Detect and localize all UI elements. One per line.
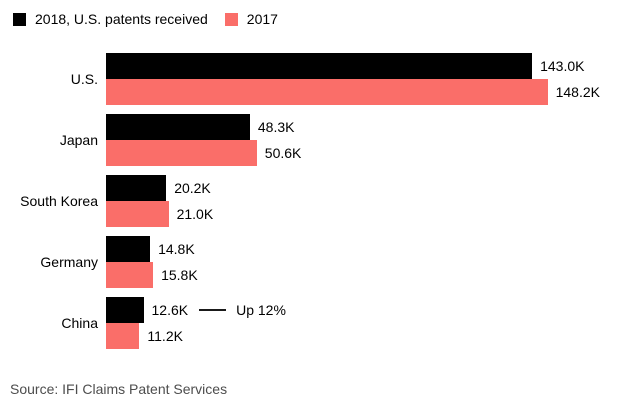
category-label: U.S. (70, 70, 98, 87)
bar-pair: 12.6K Up 12% 11.2K (106, 297, 641, 349)
annotation-text: Up 12% (236, 302, 286, 318)
chart-legend: 2018, U.S. patents received 2017 (13, 12, 278, 26)
bar-row-2018: 20.2K (106, 175, 641, 201)
legend-swatch-2017 (224, 12, 238, 26)
bar-row-2018: 12.6K Up 12% (106, 297, 641, 323)
bar-2018 (106, 53, 533, 79)
bar-pair: 14.8K 15.8K (106, 236, 641, 288)
bar-group-china: China 12.6K Up 12% 11.2K (0, 297, 641, 349)
value-label: 12.6K (151, 302, 189, 318)
bar-group-u-s-: U.S. 143.0K 148.2K (0, 53, 641, 105)
legend-label-2017: 2017 (246, 11, 278, 27)
bar-2018 (106, 297, 144, 323)
bar-2017 (106, 140, 257, 166)
value-label: 21.0K (176, 206, 214, 222)
bar-row-2017: 15.8K (106, 262, 641, 288)
bar-row-2017: 148.2K (106, 79, 641, 105)
category-label: South Korea (20, 192, 98, 209)
bar-group-germany: Germany 14.8K 15.8K (0, 236, 641, 288)
category-label: Japan (59, 131, 98, 148)
bar-group-japan: Japan 48.3K 50.6K (0, 114, 641, 166)
bar-2017 (106, 323, 140, 349)
legend-label-2018: 2018, U.S. patents received (35, 11, 208, 27)
bar-row-2018: 48.3K (106, 114, 641, 140)
value-label: 11.2K (147, 328, 183, 344)
category-label: Germany (40, 253, 98, 270)
bar-pair: 20.2K 21.0K (106, 175, 641, 227)
value-label: 143.0K (540, 58, 585, 74)
value-label: 14.8K (158, 241, 195, 257)
bar-2017 (106, 79, 548, 105)
bar-row-2017: 11.2K (106, 323, 641, 349)
value-label: 50.6K (264, 145, 302, 161)
bar-2018 (106, 114, 250, 140)
bar-row-2018: 14.8K (106, 236, 641, 262)
bar-2018 (106, 236, 151, 262)
bar-2017 (106, 262, 154, 288)
bar-row-2018: 143.0K (106, 53, 641, 79)
legend-swatch-2018 (13, 12, 26, 26)
value-label: 20.2K (174, 180, 211, 196)
bar-row-2017: 21.0K (106, 201, 641, 227)
value-label: 148.2K (555, 84, 600, 100)
annotation-connector-line (199, 309, 227, 311)
bar-pair: 143.0K 148.2K (106, 53, 641, 105)
value-label: 15.8K (161, 267, 198, 283)
bar-chart-plot-area: U.S. 143.0K 148.2K Japan 48.3K 50.6K South Kor… (0, 53, 641, 358)
bar-row-2017: 50.6K (106, 140, 641, 166)
value-label: 48.3K (257, 119, 295, 135)
bar-group-south-korea: South Korea 20.2K 21.0K (0, 175, 641, 227)
bar-2018 (106, 175, 167, 201)
bar-pair: 48.3K 50.6K (106, 114, 641, 166)
source-note: Source: IFI Claims Patent Services (10, 381, 228, 397)
category-label: China (61, 314, 98, 331)
bar-2017 (106, 201, 169, 227)
